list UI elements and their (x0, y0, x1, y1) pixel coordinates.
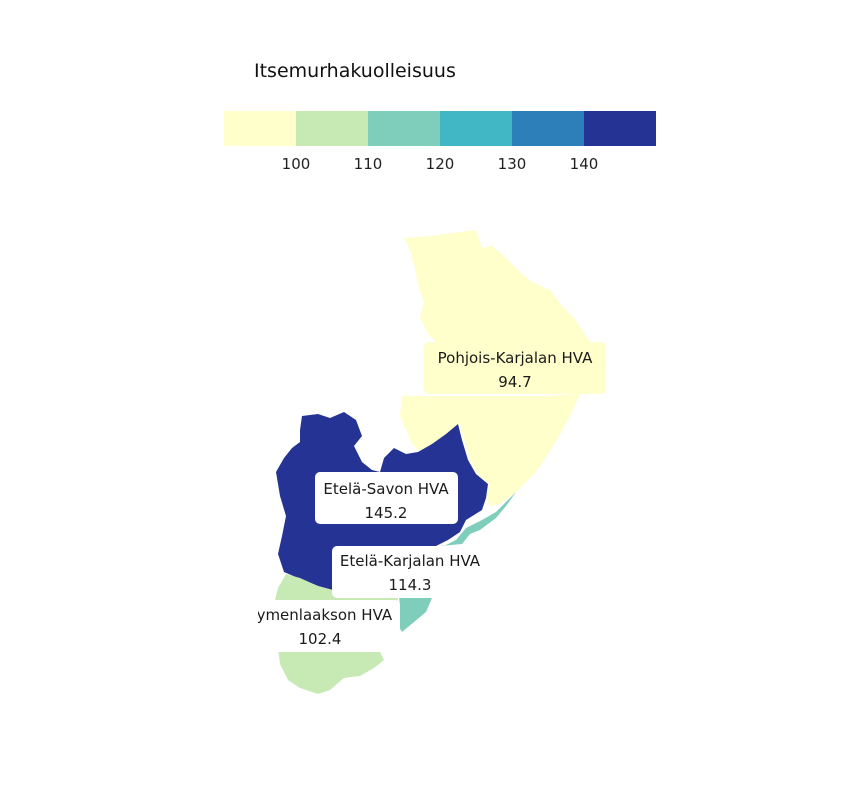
label-etela-karjala: Etelä-Karjalan HVA 114.3 (332, 546, 488, 598)
legend-swatch (440, 111, 513, 146)
region-labels: Pohjois-Karjalan HVA 94.7 Etelä-Savon HV… (248, 342, 606, 652)
region-etela-karjala[interactable] (396, 492, 516, 632)
legend-swatch (224, 111, 297, 146)
label-kymenlaakso: Kymenlaakson HVA 102.4 (248, 600, 400, 652)
legend-tick-label: 110 (354, 155, 383, 173)
region-name: Etelä-Karjalan HVA (340, 552, 481, 570)
region-value: 114.3 (389, 576, 432, 594)
region-value: 94.7 (498, 373, 531, 391)
label-pohjois-karjala: Pohjois-Karjalan HVA 94.7 (424, 342, 606, 394)
region-name: Kymenlaakson HVA (248, 606, 393, 624)
legend-swatch (296, 111, 369, 146)
legend-tick-label: 100 (282, 155, 311, 173)
region-value: 145.2 (365, 504, 408, 522)
legend-title: Itsemurhakuolleisuus (254, 60, 456, 82)
legend-ticks: 100 110 120 130 140 (282, 155, 599, 173)
legend-tick-label: 130 (498, 155, 527, 173)
region-name: Etelä-Savon HVA (323, 480, 449, 498)
legend-color-bar (224, 111, 656, 146)
region-pohjois-karjala-south[interactable] (400, 394, 580, 506)
legend: Itsemurhakuolleisuus 100 110 120 130 140 (224, 60, 656, 173)
label-box (424, 342, 606, 394)
region-pohjois-karjala[interactable] (404, 230, 590, 346)
label-box (258, 600, 400, 652)
legend-swatch (584, 111, 656, 146)
legend-tick-label: 140 (570, 155, 599, 173)
label-etela-savo: Etelä-Savon HVA 145.2 (315, 472, 458, 524)
region-name: Pohjois-Karjalan HVA (438, 349, 593, 367)
region-value: 102.4 (299, 630, 342, 648)
label-box (332, 546, 488, 598)
label-box (315, 472, 458, 524)
legend-swatch (512, 111, 585, 146)
legend-tick-label: 120 (426, 155, 455, 173)
legend-swatch (368, 111, 441, 146)
